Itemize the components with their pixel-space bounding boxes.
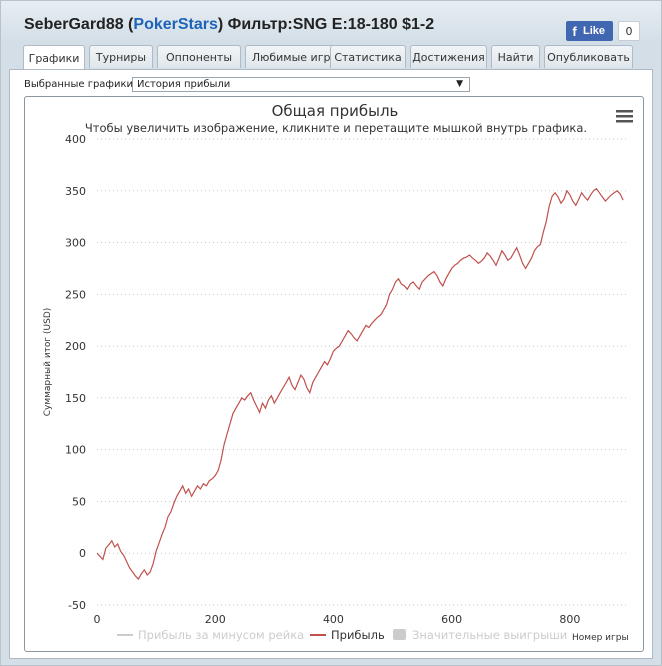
tab-statistics[interactable]: Статистика (330, 45, 406, 68)
x-axis-label: Номер игры (572, 633, 629, 643)
legend-item-rake[interactable]: Прибыль за минусом рейка (117, 628, 304, 642)
y-tick-label: -50 (68, 599, 86, 612)
series-profit-line[interactable] (96, 187, 624, 581)
hamburger-menu-icon[interactable] (616, 110, 633, 123)
chart-container[interactable]: Общая прибыль Чтобы увеличить изображени… (24, 96, 644, 652)
y-tick-label: 300 (65, 237, 86, 250)
legend-label-big-wins: Значительные выигрыши (412, 628, 567, 642)
dropdown-arrow-icon: ▼ (456, 79, 463, 89)
chart-selector-value: История прибыли (137, 79, 231, 90)
y-tick-label: 250 (65, 288, 86, 301)
y-tick-label: 200 (65, 340, 86, 353)
x-tick-label: 200 (205, 613, 226, 626)
x-tick-label: 0 (94, 613, 101, 626)
tab-tournaments[interactable]: Турниры (89, 45, 153, 68)
x-axis: 0 200 400 600 800 (94, 613, 581, 626)
legend-label-rake: Прибыль за минусом рейка (138, 628, 304, 642)
legend-item-profit[interactable]: Прибыль (310, 628, 385, 642)
graphs-panel: Выбранные графики: История прибыли ▼ Общ… (9, 69, 653, 659)
facebook-like-widget: f Like 0 (566, 21, 640, 41)
x-tick-label: 600 (441, 613, 462, 626)
chart-subtitle: Чтобы увеличить изображение, кликните и … (85, 121, 587, 135)
grid (97, 138, 629, 606)
tab-achievements[interactable]: Достижения (410, 45, 487, 68)
y-tick-label: 350 (65, 185, 86, 198)
tab-publish[interactable]: Опубликовать (544, 45, 633, 68)
legend: Прибыль за минусом рейка Прибыль Значите… (117, 628, 567, 642)
tab-graphs[interactable]: Графики (23, 45, 85, 70)
tab-search[interactable]: Найти (491, 45, 540, 68)
facebook-icon: f (572, 23, 577, 39)
legend-label-profit: Прибыль (331, 628, 385, 642)
y-tick-label: 400 (65, 133, 86, 146)
like-label: Like (583, 25, 606, 37)
chart-selector-label: Выбранные графики: (24, 79, 137, 90)
chart-title: Общая прибыль (272, 102, 399, 120)
y-tick-label: 100 (65, 444, 86, 457)
y-tick-label: 150 (65, 392, 86, 405)
chart-selector[interactable]: История прибыли ▼ (132, 77, 470, 92)
like-count: 0 (618, 21, 640, 41)
tab-opponents[interactable]: Оппоненты (157, 45, 241, 68)
facebook-like-button[interactable]: f Like (566, 21, 613, 41)
y-tick-label: 50 (72, 495, 86, 508)
y-tick-label: 0 (79, 547, 86, 560)
x-tick-label: 400 (323, 613, 344, 626)
y-axis: -50 0 50 100 150 200 250 300 350 400 (65, 133, 86, 612)
y-axis-label: Суммарный итог (USD) (43, 308, 53, 417)
site-name: PokerStars (133, 16, 218, 33)
x-tick-label: 800 (559, 613, 580, 626)
page-title: SeberGard88 (PokerStars) Фильтр:SNG E:18… (24, 16, 435, 33)
profit-chart[interactable]: Общая прибыль Чтобы увеличить изображени… (25, 97, 643, 651)
title-bar: SeberGard88 (PokerStars) Фильтр:SNG E:18… (1, 1, 661, 43)
legend-item-big-wins[interactable]: Значительные выигрыши (393, 628, 567, 642)
